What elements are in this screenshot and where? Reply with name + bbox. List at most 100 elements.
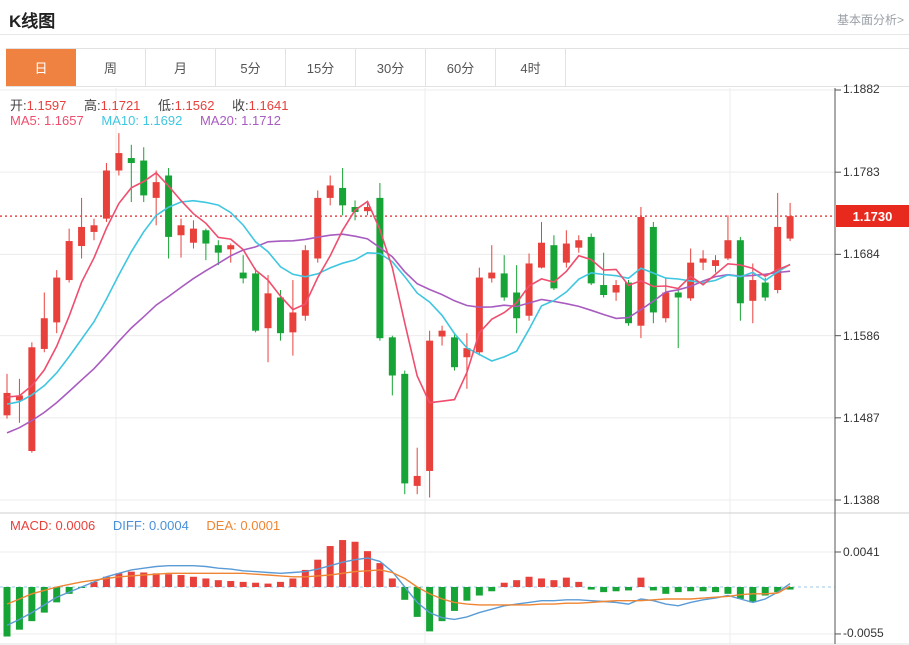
ohlc-readout: 开:1.1597 高:1.1721 低:1.1562 收:1.1641 <box>10 95 302 114</box>
candle-body <box>115 153 123 171</box>
candle-body <box>500 273 508 298</box>
macd-bar <box>227 581 235 587</box>
candle-body <box>463 348 471 358</box>
macd-bar <box>637 577 645 587</box>
price-axis-label: 1.1882 <box>843 82 880 96</box>
candle-body <box>600 285 608 295</box>
current-price-tag: 1.1730 <box>836 205 909 227</box>
macd-bar <box>699 587 707 592</box>
macd-bar <box>513 580 521 587</box>
macd-axis-label: -0.0055 <box>843 626 884 640</box>
macd-bar <box>276 581 284 587</box>
candle-body <box>102 170 110 219</box>
candle-body <box>513 292 521 319</box>
macd-bar <box>450 587 458 611</box>
tab-60min[interactable]: 60分 <box>426 49 496 86</box>
candle-body <box>252 273 260 331</box>
macd-bar <box>339 540 347 587</box>
macd-bar <box>65 587 73 594</box>
macd-bar <box>587 587 595 590</box>
candle-body <box>28 347 36 452</box>
macd-bar <box>525 576 533 587</box>
candle-body <box>488 272 496 279</box>
candle-body <box>127 158 135 164</box>
high-value: 1.1721 <box>100 98 141 113</box>
macd-bar <box>475 587 483 596</box>
candle-body <box>239 272 247 279</box>
macd-label: MACD: <box>10 518 52 533</box>
candle-body <box>662 292 670 319</box>
candle-body <box>774 226 782 291</box>
ma5-line <box>6 171 791 404</box>
tab-week[interactable]: 周 <box>76 49 146 86</box>
macd-value: 0.0006 <box>55 518 96 533</box>
tab-4hour[interactable]: 4时 <box>496 49 566 86</box>
close-value: 1.1641 <box>248 98 289 113</box>
candle-body <box>264 293 272 329</box>
dea-value: 0.0001 <box>240 518 281 533</box>
tab-15min[interactable]: 15分 <box>286 49 356 86</box>
ma10-value: 1.1692 <box>142 113 183 128</box>
ma10-label: MA10: <box>101 113 139 128</box>
candle-body <box>140 160 148 196</box>
candle-body <box>301 250 309 316</box>
macd-bar <box>612 587 620 592</box>
macd-bar <box>488 587 496 592</box>
macd-bar <box>426 587 434 632</box>
candle-body <box>475 277 483 353</box>
diff-value: 0.0004 <box>149 518 189 533</box>
macd-bar <box>761 587 769 596</box>
candle-body <box>152 182 160 198</box>
macd-bar <box>289 578 297 587</box>
candle-body <box>550 245 558 289</box>
ma10-line <box>6 199 791 405</box>
macd-bar <box>463 587 471 601</box>
macd-bar <box>165 574 173 587</box>
price-axis-label: 1.1783 <box>843 165 880 179</box>
open-value: 1.1597 <box>26 98 67 113</box>
candle-body <box>525 263 533 316</box>
macd-bar <box>28 587 36 622</box>
candle-body <box>562 243 570 263</box>
tab-day[interactable]: 日 <box>6 49 76 86</box>
macd-bar <box>239 581 247 587</box>
macd-bar <box>724 587 732 594</box>
candle-body <box>214 245 222 253</box>
tab-5min[interactable]: 5分 <box>216 49 286 86</box>
candle-body <box>65 241 73 281</box>
candle-body <box>376 197 384 339</box>
candle-body <box>339 187 347 206</box>
candle-body <box>165 175 173 237</box>
macd-bar <box>15 587 23 630</box>
macd-bar <box>314 559 322 587</box>
candle-body <box>326 185 334 198</box>
candle-body <box>202 230 210 244</box>
macd-bar <box>550 580 558 587</box>
candle-body <box>388 337 396 376</box>
candle-body <box>724 240 732 259</box>
candle-body <box>674 292 682 298</box>
candle-body <box>40 318 48 349</box>
dea-line <box>6 569 791 606</box>
macd-bar <box>177 575 185 587</box>
macd-bar <box>712 587 720 593</box>
candle-body <box>401 373 409 484</box>
candle-body <box>15 395 23 401</box>
candle-body <box>749 280 757 301</box>
period-tabbar: 日 周 月 5分 15分 30分 60分 4时 <box>6 48 909 87</box>
ma20-label: MA20: <box>199 113 238 128</box>
candle-body <box>649 226 657 313</box>
macd-bar <box>152 573 160 587</box>
candle-body <box>189 228 197 243</box>
tab-month[interactable]: 月 <box>146 49 216 86</box>
tab-30min[interactable]: 30分 <box>356 49 426 86</box>
macd-bar <box>438 587 446 622</box>
macd-bar <box>40 587 48 613</box>
candle-body <box>177 225 185 236</box>
macd-bar <box>3 587 11 637</box>
fundamental-analysis-link[interactable]: 基本面分析> <box>836 13 904 27</box>
candle-body <box>712 260 720 266</box>
macd-bar <box>363 551 371 587</box>
dea-label: DEA: <box>206 518 237 533</box>
